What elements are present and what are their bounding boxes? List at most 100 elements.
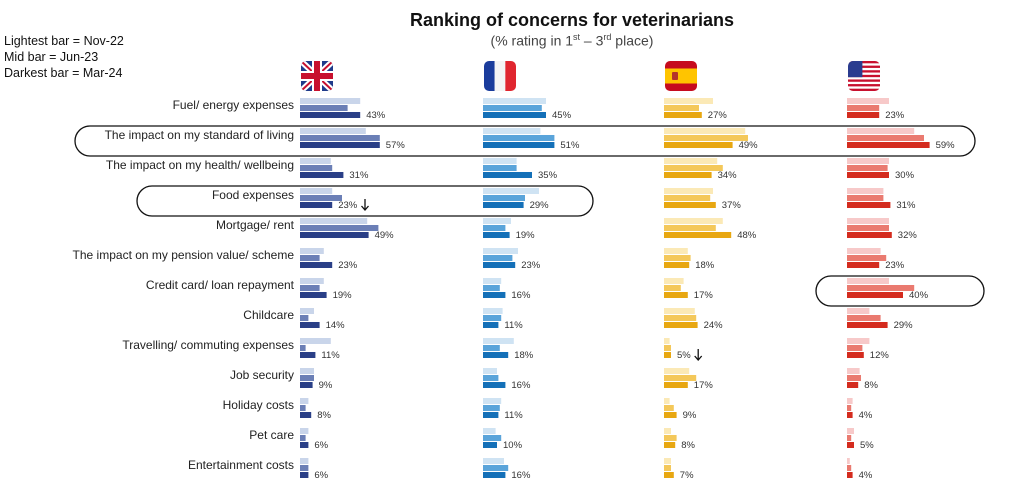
- value-label-spain-the-impact-on-my-standard-of-living: 49%: [739, 140, 759, 151]
- legend-note-darkest: Darkest bar = Mar-24: [4, 66, 123, 80]
- bar-france-fuel-energy-expenses-mar-24: [483, 112, 546, 118]
- bar-france-mortgage-rent-mar-24: [483, 232, 510, 238]
- bar-spain-the-impact-on-my-standard-of-living-mar-24: [664, 142, 733, 148]
- bar-uk-holiday-costs-mar-24: [300, 412, 312, 418]
- bar-usa-mortgage-rent-nov-22: [847, 218, 889, 224]
- bar-usa-pet-care-jun-23: [847, 435, 852, 441]
- bar-spain-travelling-commuting-expenses-jun-23: [664, 345, 671, 351]
- bar-usa-credit-card-loan-repayment-mar-24: [847, 292, 903, 298]
- bar-spain-pet-care-mar-24: [664, 442, 676, 448]
- value-label-uk-pet-care: 6%: [314, 440, 328, 451]
- value-label-spain-food-expenses: 37%: [722, 200, 742, 211]
- bar-usa-the-impact-on-my-standard-of-living-nov-22: [847, 128, 915, 134]
- bar-usa-entertainment-costs-jun-23: [847, 465, 852, 471]
- value-label-spain-childcare: 24%: [704, 320, 724, 331]
- bar-usa-pet-care-mar-24: [847, 442, 854, 448]
- bar-usa-childcare-mar-24: [847, 322, 888, 328]
- bar-spain-the-impact-on-my-pension-value-scheme-jun-23: [664, 255, 691, 261]
- bar-france-the-impact-on-my-health-wellbeing-nov-22: [483, 158, 517, 164]
- bar-france-holiday-costs-nov-22: [483, 398, 502, 404]
- bar-france-entertainment-costs-jun-23: [483, 465, 509, 471]
- bar-spain-fuel-energy-expenses-nov-22: [664, 98, 713, 104]
- bar-france-holiday-costs-mar-24: [483, 412, 499, 418]
- bar-uk-fuel-energy-expenses-nov-22: [300, 98, 361, 104]
- chart-subtitle: (% rating in 1st – 3rd place): [490, 32, 654, 49]
- bar-usa-childcare-jun-23: [847, 315, 881, 321]
- bar-uk-entertainment-costs-jun-23: [300, 465, 309, 471]
- category-label-travelling-commuting-expenses: Travelling/ commuting expenses: [122, 338, 294, 352]
- bar-uk-childcare-nov-22: [300, 308, 314, 314]
- bar-france-food-expenses-jun-23: [483, 195, 525, 201]
- category-label-the-impact-on-my-pension-value-scheme: The impact on my pension value/ scheme: [73, 248, 295, 262]
- value-label-uk-the-impact-on-my-health-wellbeing: 31%: [349, 170, 369, 181]
- bar-uk-childcare-jun-23: [300, 315, 309, 321]
- category-label-the-impact-on-my-health-wellbeing: The impact on my health/ wellbeing: [106, 158, 294, 172]
- bar-france-travelling-commuting-expenses-mar-24: [483, 352, 509, 358]
- bar-spain-holiday-costs-nov-22: [664, 398, 670, 404]
- value-label-uk-fuel-energy-expenses: 43%: [366, 110, 386, 121]
- value-label-spain-the-impact-on-my-pension-value-scheme: 18%: [695, 260, 715, 271]
- bar-france-pet-care-nov-22: [483, 428, 496, 434]
- bar-uk-holiday-costs-nov-22: [300, 398, 309, 404]
- bar-france-the-impact-on-my-health-wellbeing-jun-23: [483, 165, 517, 171]
- bar-uk-fuel-energy-expenses-jun-23: [300, 105, 348, 111]
- bar-uk-credit-card-loan-repayment-jun-23: [300, 285, 320, 291]
- bar-usa-the-impact-on-my-pension-value-scheme-nov-22: [847, 248, 881, 254]
- bar-uk-food-expenses-jun-23: [300, 195, 342, 201]
- value-label-uk-the-impact-on-my-pension-value-scheme: 23%: [338, 260, 358, 271]
- bar-usa-food-expenses-mar-24: [847, 202, 891, 208]
- bar-usa-job-security-mar-24: [847, 382, 859, 388]
- category-label-mortgage-rent: Mortgage/ rent: [216, 218, 295, 232]
- bar-france-the-impact-on-my-standard-of-living-jun-23: [483, 135, 555, 141]
- bar-spain-holiday-costs-jun-23: [664, 405, 674, 411]
- bar-spain-fuel-energy-expenses-jun-23: [664, 105, 699, 111]
- value-label-france-fuel-energy-expenses: 45%: [552, 110, 572, 121]
- bar-france-credit-card-loan-repayment-nov-22: [483, 278, 502, 284]
- bar-usa-holiday-costs-mar-24: [847, 412, 853, 418]
- bar-spain-entertainment-costs-jun-23: [664, 465, 671, 471]
- bar-france-the-impact-on-my-pension-value-scheme-mar-24: [483, 262, 516, 268]
- value-label-usa-job-security: 8%: [864, 380, 878, 391]
- category-label-job-security: Job security: [230, 368, 294, 382]
- bar-usa-the-impact-on-my-health-wellbeing-mar-24: [847, 172, 889, 178]
- value-label-usa-the-impact-on-my-standard-of-living: 59%: [936, 140, 956, 151]
- value-label-usa-the-impact-on-my-pension-value-scheme: 23%: [885, 260, 905, 271]
- value-label-uk-food-expenses: 23%: [338, 200, 358, 211]
- bar-usa-credit-card-loan-repayment-jun-23: [847, 285, 915, 291]
- bar-usa-the-impact-on-my-standard-of-living-jun-23: [847, 135, 924, 141]
- value-label-spain-holiday-costs: 9%: [683, 410, 697, 421]
- bar-france-fuel-energy-expenses-nov-22: [483, 98, 546, 104]
- value-label-uk-credit-card-loan-repayment: 19%: [333, 290, 353, 301]
- value-label-france-mortgage-rent: 19%: [516, 230, 536, 241]
- bar-france-the-impact-on-my-health-wellbeing-mar-24: [483, 172, 532, 178]
- bar-usa-the-impact-on-my-health-wellbeing-nov-22: [847, 158, 889, 164]
- bar-spain-entertainment-costs-nov-22: [664, 458, 671, 464]
- value-label-france-holiday-costs: 11%: [504, 410, 523, 421]
- bar-spain-the-impact-on-my-pension-value-scheme-nov-22: [664, 248, 688, 254]
- value-label-spain-pet-care: 8%: [681, 440, 695, 451]
- bar-spain-childcare-nov-22: [664, 308, 695, 314]
- down-arrow-icon: [361, 199, 369, 211]
- bar-uk-the-impact-on-my-standard-of-living-mar-24: [300, 142, 380, 148]
- bar-france-pet-care-jun-23: [483, 435, 502, 441]
- bar-spain-credit-card-loan-repayment-jun-23: [664, 285, 681, 291]
- bar-uk-fuel-energy-expenses-mar-24: [300, 112, 361, 118]
- bar-uk-the-impact-on-my-health-wellbeing-mar-24: [300, 172, 344, 178]
- bar-france-credit-card-loan-repayment-mar-24: [483, 292, 506, 298]
- bar-spain-job-security-nov-22: [664, 368, 690, 374]
- bar-france-pet-care-mar-24: [483, 442, 497, 448]
- value-label-spain-credit-card-loan-repayment: 17%: [694, 290, 714, 301]
- bar-usa-fuel-energy-expenses-jun-23: [847, 105, 880, 111]
- bar-spain-the-impact-on-my-standard-of-living-nov-22: [664, 128, 746, 134]
- uk-flag-icon: [301, 61, 333, 91]
- value-label-france-childcare: 11%: [504, 320, 523, 331]
- category-label-holiday-costs: Holiday costs: [223, 398, 294, 412]
- bar-spain-pet-care-jun-23: [664, 435, 677, 441]
- bar-usa-the-impact-on-my-pension-value-scheme-mar-24: [847, 262, 880, 268]
- bar-uk-travelling-commuting-expenses-nov-22: [300, 338, 331, 344]
- value-label-uk-holiday-costs: 8%: [317, 410, 331, 421]
- value-label-uk-childcare: 14%: [326, 320, 346, 331]
- value-label-usa-mortgage-rent: 32%: [898, 230, 918, 241]
- value-label-france-the-impact-on-my-health-wellbeing: 35%: [538, 170, 558, 181]
